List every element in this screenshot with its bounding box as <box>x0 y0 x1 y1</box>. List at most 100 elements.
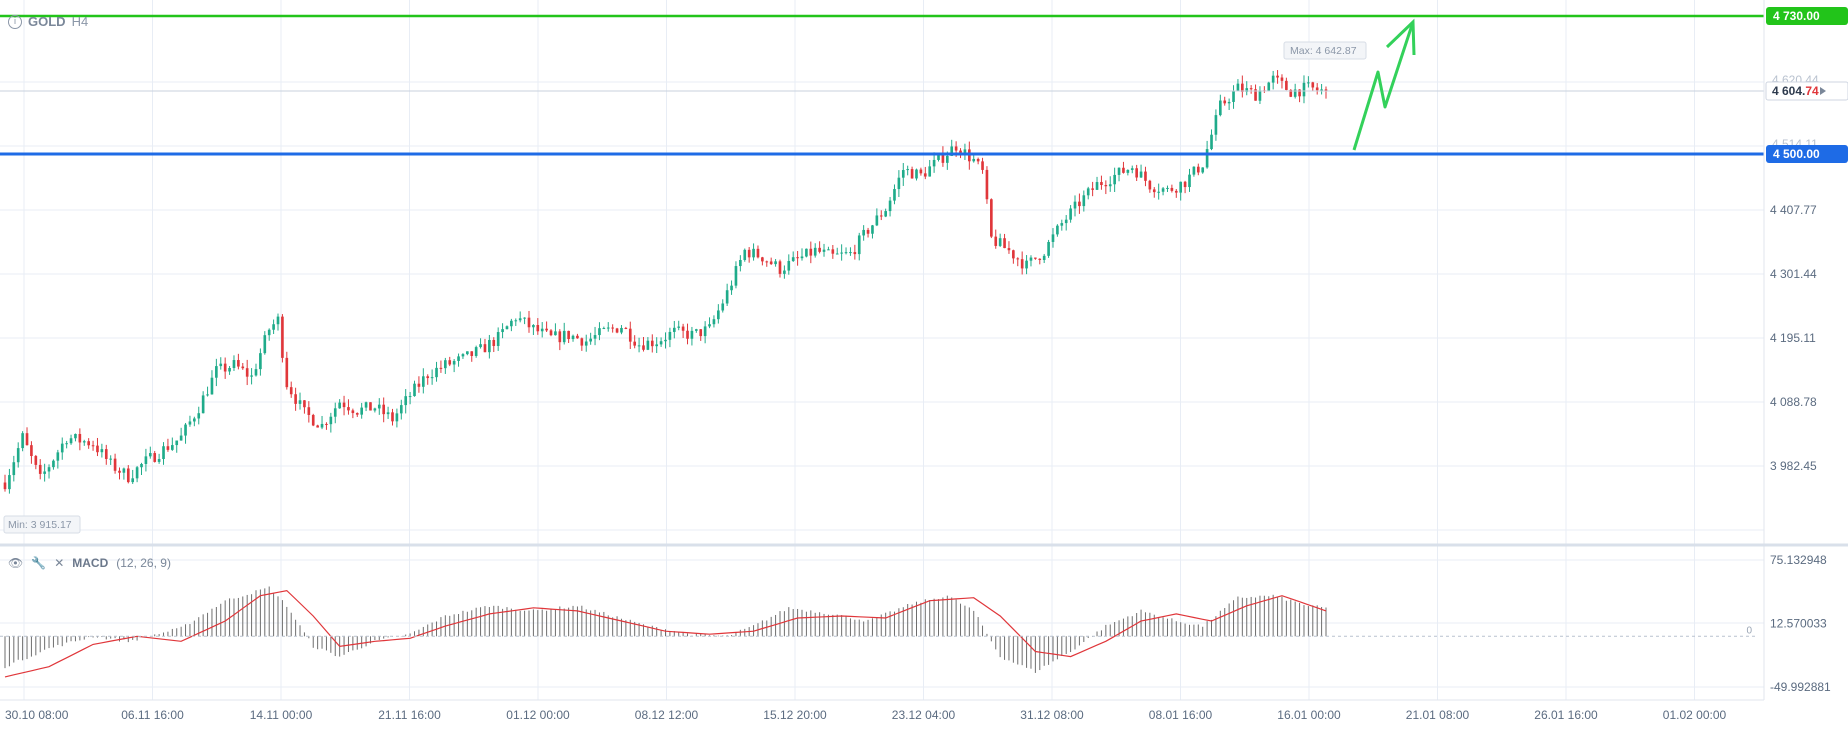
candle-body <box>461 354 465 357</box>
candle-body <box>871 225 874 234</box>
candle-body <box>1135 168 1138 178</box>
candle-body <box>1232 90 1235 102</box>
candle-body <box>1113 174 1116 185</box>
candle-body <box>1192 166 1196 175</box>
time-tick-label: 21.11 16:00 <box>378 708 441 722</box>
candle-body <box>126 468 130 483</box>
candle-body <box>1069 208 1072 220</box>
candle-body <box>1056 225 1059 235</box>
candle-body <box>435 367 438 378</box>
candle-body <box>1267 82 1271 92</box>
candle-body <box>56 452 60 461</box>
candle-body <box>351 410 355 414</box>
time-tick-label: 01.12 00:00 <box>506 708 570 722</box>
candle-body <box>254 369 258 376</box>
candle-body <box>1012 250 1015 259</box>
candle-body <box>1073 201 1077 209</box>
candle-body <box>805 248 808 257</box>
candle-body <box>1042 255 1046 260</box>
candle-body <box>483 344 487 353</box>
candle-body <box>950 146 954 156</box>
resistance-price-tag[interactable] <box>1766 7 1848 25</box>
candle-body <box>708 324 711 327</box>
candle-body <box>606 327 610 329</box>
candle-body <box>276 316 280 325</box>
candle-body <box>1152 189 1156 193</box>
support-price-tag[interactable] <box>1766 145 1848 163</box>
candle-body <box>12 462 16 476</box>
candle-body <box>1086 188 1090 196</box>
candle-body <box>990 199 993 237</box>
candle-body <box>1218 100 1222 116</box>
candle-body <box>725 290 729 304</box>
candle-body <box>228 368 231 372</box>
candle-body <box>1034 257 1037 259</box>
info-icon[interactable]: i <box>8 14 22 29</box>
min-label: Min: 3 915.17 <box>8 519 72 531</box>
candle-body <box>505 326 509 330</box>
candle-body <box>1064 219 1068 224</box>
timeframe-label[interactable]: H4 <box>71 14 89 29</box>
candle-body <box>554 331 557 336</box>
candle-body <box>783 270 786 274</box>
max-label-box <box>1283 41 1367 60</box>
wrench-icon[interactable]: 🔧 <box>31 556 47 570</box>
candle-body <box>21 433 24 449</box>
candle-body <box>937 154 940 160</box>
symbol-name[interactable]: GOLD <box>28 14 66 29</box>
candle-body <box>672 327 676 332</box>
current-price-label: 4 604.74 <box>1772 84 1819 98</box>
candle-body <box>1188 174 1191 188</box>
eye-icon[interactable]: 👁 <box>8 556 24 570</box>
candle-body <box>646 340 650 350</box>
candle-body <box>545 328 548 331</box>
candle-body <box>862 229 865 236</box>
max-label: Max: 4 642.87 <box>1290 45 1357 57</box>
candle-body <box>1254 89 1257 101</box>
close-icon[interactable]: ✕ <box>54 556 65 570</box>
candle-body <box>849 252 852 254</box>
candle-body <box>1293 89 1297 97</box>
candle-body <box>1285 80 1288 90</box>
candle-body <box>470 351 474 356</box>
candle-body <box>479 344 482 348</box>
candle-body <box>223 363 227 372</box>
candle-body <box>998 238 1002 246</box>
candle-body <box>91 445 95 447</box>
candle-body <box>866 229 870 234</box>
candle-body <box>1007 248 1011 251</box>
candle-body <box>25 433 29 446</box>
candlestick-series <box>3 70 1328 494</box>
candle-body <box>593 335 597 339</box>
candle-body <box>3 482 7 490</box>
price-tick-label: 4 195.11 <box>1770 331 1816 345</box>
candle-body <box>721 303 725 311</box>
candle-body <box>1047 241 1050 256</box>
candle-body <box>162 446 165 460</box>
price-axis[interactable]: 4 407.77 4 301.44 4 195.11 4 088.78 3 982.45 <box>1770 203 1817 473</box>
forecast-arrow-drawing[interactable] <box>1352 21 1415 151</box>
candle-body <box>16 448 20 463</box>
candle-body <box>69 438 73 444</box>
candle-body <box>52 460 55 468</box>
candle-body <box>1091 188 1094 190</box>
time-axis[interactable]: 30.10 08:00 06.11 16:00 14.11 00:00 21.11 1… <box>5 708 1727 722</box>
candle-body <box>43 471 46 474</box>
candle-body <box>1245 88 1249 92</box>
candle-body <box>584 341 588 346</box>
candle-body <box>78 433 82 443</box>
candle-body <box>294 394 297 404</box>
candle-body <box>1170 187 1174 191</box>
candle-body <box>8 475 11 490</box>
price-tick-label: 3 982.45 <box>1770 459 1817 473</box>
candle-body <box>589 338 592 342</box>
macd-axis[interactable]: 75.132948 12.570033 -49.992881 <box>1770 553 1831 694</box>
candle-body <box>884 211 887 217</box>
candle-body <box>175 440 179 446</box>
candle-body <box>813 247 817 256</box>
candle-body <box>518 318 522 321</box>
candle-body <box>1276 75 1279 78</box>
candle-body <box>567 330 570 340</box>
candle-body <box>831 249 835 254</box>
